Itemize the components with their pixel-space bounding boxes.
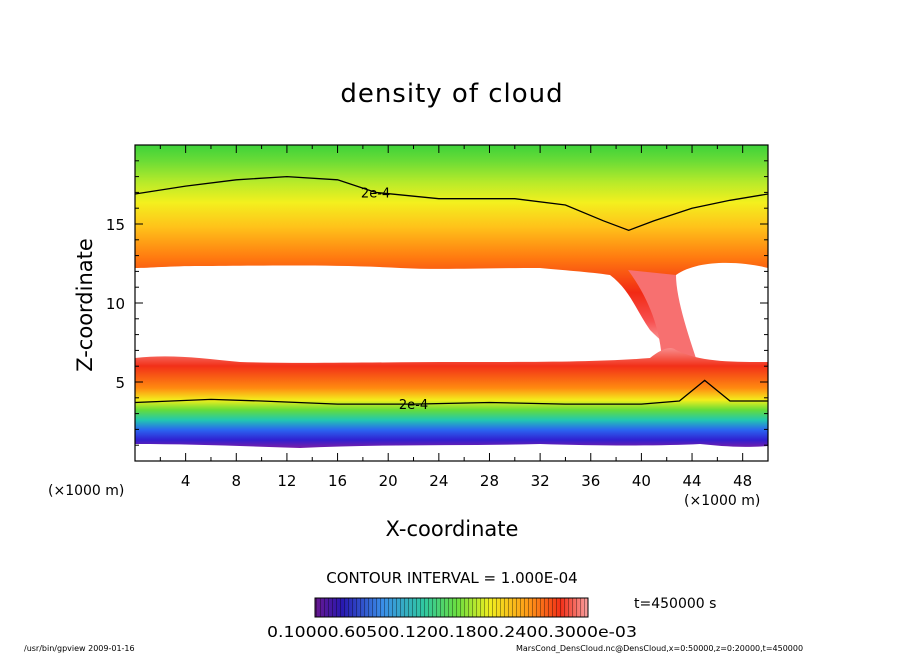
x-tick-label: 48 xyxy=(733,472,752,490)
x-tick-label: 32 xyxy=(531,472,550,490)
lower-cloud-layer xyxy=(135,347,768,448)
x-tick-label: 8 xyxy=(232,472,242,490)
contour-lines: 2e-4 2e-4 xyxy=(134,175,769,413)
y-tick-label: 5 xyxy=(115,374,125,392)
cloud-stalk xyxy=(628,270,700,370)
y-tick-label: 10 xyxy=(106,295,125,313)
x-tick-label: 40 xyxy=(632,472,651,490)
y-tick-label: 15 xyxy=(106,216,125,234)
x-tick-label: 12 xyxy=(277,472,296,490)
colorbar-labels: 0.10000.60500.1200.1800.2400.3000e-03 xyxy=(267,623,637,641)
footer-right: MarsCond_DensCloud.nc@DensCloud,x=0:5000… xyxy=(516,644,803,653)
footer-left: /usr/bin/gpview 2009-01-16 xyxy=(24,644,135,653)
x-unit-left: (×1000 m) xyxy=(48,483,124,499)
plot-area xyxy=(135,145,768,461)
x-tick-label: 20 xyxy=(379,472,398,490)
x-tick-label: 28 xyxy=(480,472,499,490)
x-unit-right: (×1000 m) xyxy=(684,493,760,509)
upper-cloud-layer xyxy=(135,145,768,350)
upper-contour-2e4 xyxy=(134,175,769,231)
x-tick-label: 44 xyxy=(682,472,701,490)
contour-interval: CONTOUR INTERVAL = 1.000E-04 xyxy=(326,569,577,587)
contour-label: 2e-4 xyxy=(399,398,428,413)
x-tick-label: 16 xyxy=(328,472,347,490)
x-tick-label: 24 xyxy=(429,472,448,490)
x-axis-label: X-coordinate xyxy=(386,517,519,541)
time-label: t=450000 s xyxy=(634,596,716,612)
chart-title: density of cloud xyxy=(340,79,563,109)
lower-contour-2e4 xyxy=(134,379,768,405)
colorbar xyxy=(314,597,589,618)
y-axis-label: Z-coordinate xyxy=(73,238,97,372)
contour-label: 2e-4 xyxy=(361,186,390,201)
x-tick-label: 4 xyxy=(181,472,191,490)
x-tick-label: 36 xyxy=(581,472,600,490)
